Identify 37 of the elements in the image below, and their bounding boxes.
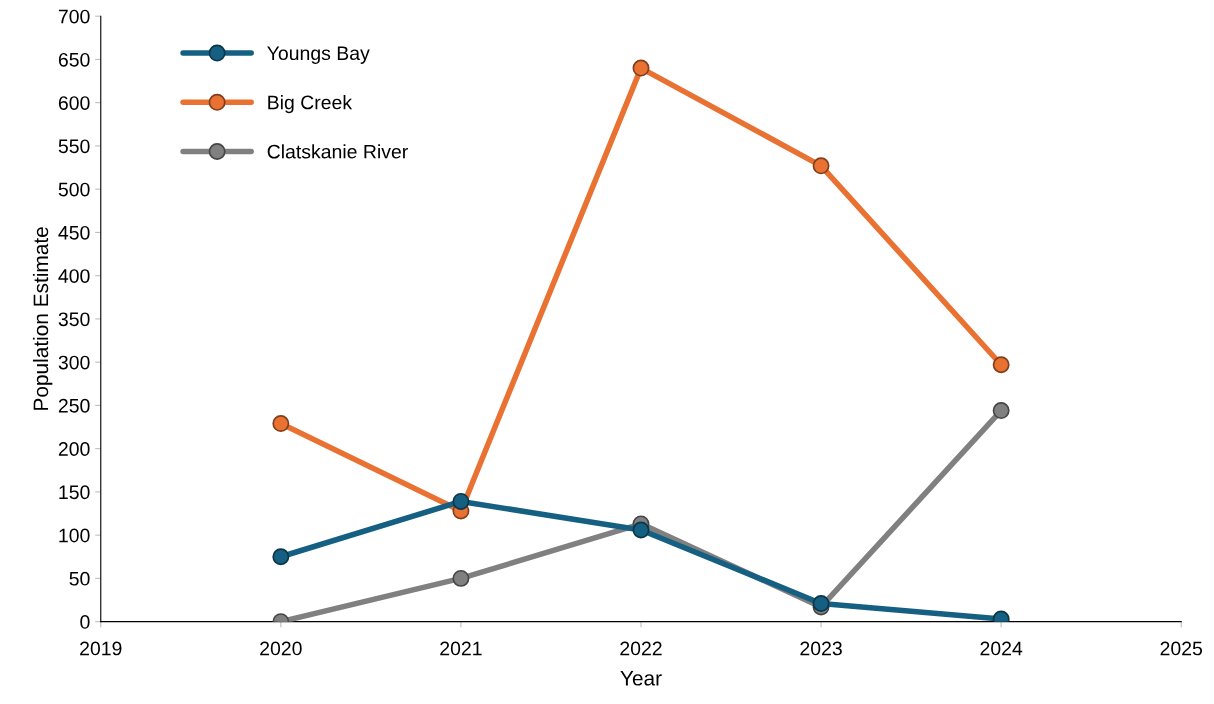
- y-tick-label: 50: [69, 571, 90, 586]
- y-tick-label: 250: [58, 398, 90, 413]
- y-tick-label: 650: [58, 52, 90, 67]
- x-tick-label: 2025: [1160, 641, 1203, 656]
- y-tick-label: 200: [58, 442, 90, 456]
- legend-label: Youngs Bay: [267, 46, 370, 64]
- x-axis-title: Year: [620, 671, 662, 686]
- x-tick-label: 2023: [800, 641, 842, 656]
- point: [632, 59, 650, 77]
- y-tick-label: 500: [58, 182, 90, 197]
- y-tick-label: 550: [58, 139, 90, 154]
- x-tick-label: 2020: [260, 641, 302, 656]
- y-tick-label: 700: [58, 9, 90, 24]
- point: [272, 548, 290, 566]
- point: [992, 356, 1010, 374]
- y-tick-label: 400: [58, 269, 90, 283]
- x-tick-label: 2024: [980, 641, 1023, 656]
- y-tick-label: 300: [58, 355, 90, 370]
- point: [272, 415, 290, 433]
- point: [812, 594, 830, 612]
- point: [452, 569, 470, 587]
- y-tick-label: 350: [58, 312, 90, 327]
- y-tick-label: 450: [58, 225, 90, 240]
- point: [992, 402, 1010, 420]
- point: [632, 521, 650, 539]
- y-tick-label: 100: [59, 528, 90, 543]
- legend-label: Clatskanie River: [267, 144, 408, 159]
- y-axis-title: Population Estimate: [32, 227, 53, 410]
- y-tick-label: 150: [59, 485, 90, 500]
- y-tick-label: 600: [58, 96, 90, 110]
- point: [812, 157, 830, 175]
- point: [452, 492, 470, 510]
- x-tick-label: 2019: [80, 641, 122, 656]
- x-tick-label: 2022: [620, 641, 662, 656]
- y-tick-label: 0: [80, 615, 90, 629]
- legend-label: Big Creek: [268, 95, 353, 114]
- x-tick-label: 2021: [440, 641, 482, 656]
